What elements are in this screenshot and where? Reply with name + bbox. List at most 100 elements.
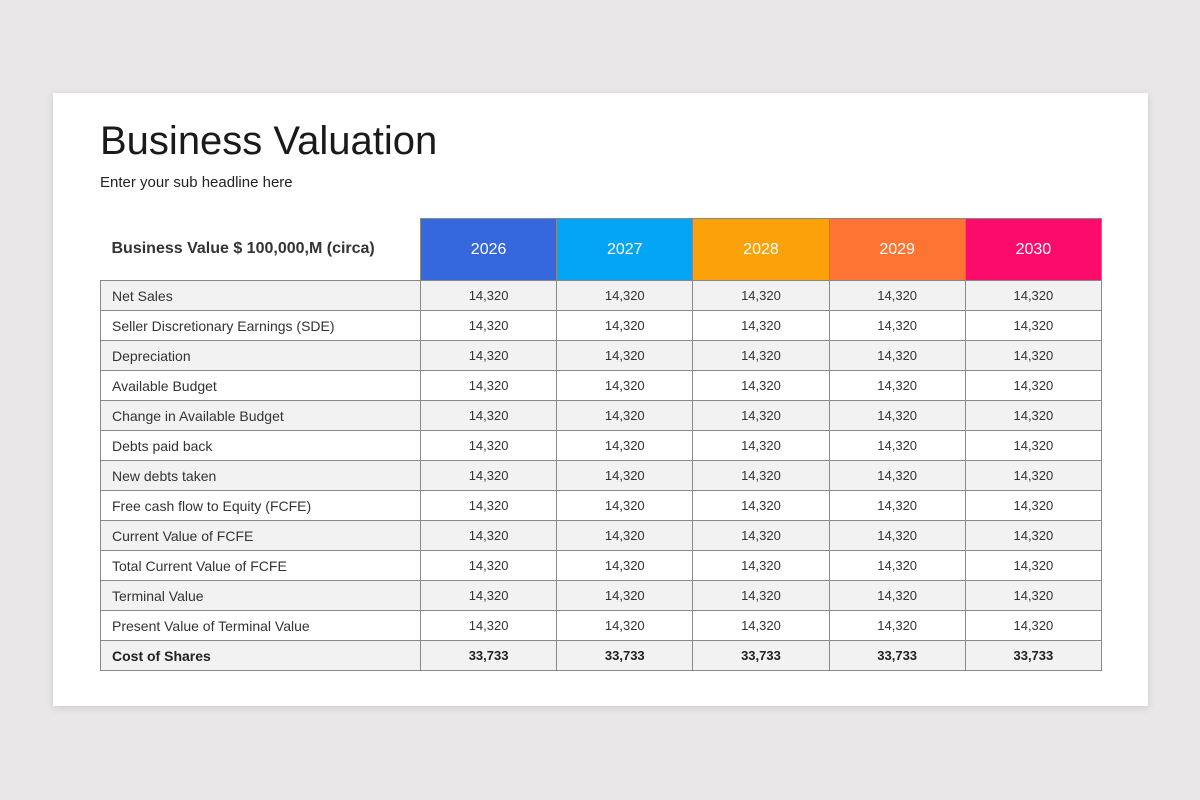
cell-value: 14,320: [964, 430, 1103, 461]
cell-value: 14,320: [419, 340, 558, 371]
cell-value: 14,320: [692, 310, 830, 341]
cell-value: 14,320: [692, 400, 830, 431]
cell-value: 14,320: [692, 550, 830, 581]
year-header-2029: 2029: [828, 218, 966, 281]
cell-value: 14,320: [556, 430, 694, 461]
table-row: Debts paid back 14,320 14,320 14,320 14,320 1…: [100, 430, 1103, 461]
year-header-2030: 2030: [964, 218, 1103, 281]
table-row: Total Current Value of FCFE 14,320 14,320 1…: [100, 550, 1103, 581]
cell-value: 14,320: [556, 400, 694, 431]
cell-value: 14,320: [692, 460, 830, 491]
row-label: Terminal Value: [100, 580, 421, 611]
cell-value: 14,320: [964, 520, 1103, 551]
cell-value: 33,733: [692, 640, 830, 671]
cell-value: 14,320: [419, 520, 558, 551]
valuation-table: Business Value $ 100,000,M (circa) 2026 2…: [100, 218, 1103, 671]
cell-value: 14,320: [419, 550, 558, 581]
cell-value: 14,320: [828, 580, 966, 611]
cell-value: 14,320: [556, 310, 694, 341]
corner-label: Business Value $ 100,000,M (circa): [100, 218, 421, 281]
cell-value: 14,320: [556, 550, 694, 581]
table-row: Current Value of FCFE 14,320 14,320 14,320 1…: [100, 520, 1103, 551]
cell-value: 33,733: [828, 640, 966, 671]
cell-value: 14,320: [828, 520, 966, 551]
table-row: Cost of Shares 33,733 33,733 33,733 33,733 33…: [100, 640, 1103, 671]
cell-value: 14,320: [964, 310, 1103, 341]
table-row: Free cash flow to Equity (FCFE) 14,320 14,…: [100, 490, 1103, 521]
row-label: Current Value of FCFE: [100, 520, 421, 551]
cell-value: 14,320: [964, 400, 1103, 431]
cell-value: 14,320: [828, 550, 966, 581]
cell-value: 14,320: [419, 280, 558, 311]
cell-value: 33,733: [964, 640, 1103, 671]
cell-value: 14,320: [556, 580, 694, 611]
page-title: Business Valuation: [100, 119, 438, 163]
cell-value: 14,320: [556, 280, 694, 311]
cell-value: 14,320: [419, 370, 558, 401]
cell-value: 14,320: [964, 370, 1103, 401]
cell-value: 14,320: [419, 490, 558, 521]
cell-value: 14,320: [692, 340, 830, 371]
cell-value: 14,320: [419, 460, 558, 491]
cell-value: 14,320: [692, 430, 830, 461]
year-header-2028: 2028: [692, 218, 830, 281]
cell-value: 14,320: [964, 280, 1103, 311]
cell-value: 14,320: [964, 460, 1103, 491]
cell-value: 33,733: [556, 640, 694, 671]
cell-value: 14,320: [828, 610, 966, 641]
header-row: Business Value $ 100,000,M (circa) 2026 2…: [100, 218, 1103, 281]
cell-value: 14,320: [692, 520, 830, 551]
year-header-2027: 2027: [556, 218, 694, 281]
row-label: Seller Discretionary Earnings (SDE): [100, 310, 421, 341]
cell-value: 14,320: [964, 340, 1103, 371]
cell-value: 33,733: [419, 640, 558, 671]
cell-value: 14,320: [964, 490, 1103, 521]
cell-value: 14,320: [419, 400, 558, 431]
cell-value: 14,320: [556, 520, 694, 551]
cell-value: 14,320: [828, 400, 966, 431]
subtitle: Enter your sub headline here: [100, 174, 293, 191]
cell-value: 14,320: [828, 370, 966, 401]
cell-value: 14,320: [828, 340, 966, 371]
row-label: Total Current Value of FCFE: [100, 550, 421, 581]
table-row: New debts taken 14,320 14,320 14,320 14,320 1…: [100, 460, 1103, 491]
cell-value: 14,320: [828, 280, 966, 311]
cell-value: 14,320: [692, 370, 830, 401]
cell-value: 14,320: [964, 580, 1103, 611]
cell-value: 14,320: [556, 460, 694, 491]
cell-value: 14,320: [419, 610, 558, 641]
cell-value: 14,320: [556, 610, 694, 641]
row-label: Present Value of Terminal Value: [100, 610, 421, 641]
cell-value: 14,320: [556, 370, 694, 401]
table-row: Present Value of Terminal Value 14,320 14,…: [100, 610, 1103, 641]
slide: Business Valuation Enter your sub headli…: [53, 93, 1148, 706]
row-label: Change in Available Budget: [100, 400, 421, 431]
year-header-2026: 2026: [419, 218, 558, 281]
table-row: Change in Available Budget 14,320 14,320 14…: [100, 400, 1103, 431]
cell-value: 14,320: [419, 310, 558, 341]
row-label: New debts taken: [100, 460, 421, 491]
cell-value: 14,320: [964, 610, 1103, 641]
row-label: Cost of Shares: [100, 640, 421, 671]
table-row: Depreciation 14,320 14,320 14,320 14,320 14,3…: [100, 340, 1103, 371]
cell-value: 14,320: [419, 580, 558, 611]
cell-value: 14,320: [692, 490, 830, 521]
cell-value: 14,320: [964, 550, 1103, 581]
cell-value: 14,320: [419, 430, 558, 461]
cell-value: 14,320: [828, 490, 966, 521]
cell-value: 14,320: [692, 580, 830, 611]
row-label: Net Sales: [100, 280, 421, 311]
cell-value: 14,320: [828, 430, 966, 461]
cell-value: 14,320: [556, 490, 694, 521]
cell-value: 14,320: [556, 340, 694, 371]
table-row: Available Budget 14,320 14,320 14,320 14,320…: [100, 370, 1103, 401]
row-label: Available Budget: [100, 370, 421, 401]
row-label: Free cash flow to Equity (FCFE): [100, 490, 421, 521]
row-label: Depreciation: [100, 340, 421, 371]
cell-value: 14,320: [828, 460, 966, 491]
cell-value: 14,320: [692, 610, 830, 641]
table-row: Terminal Value 14,320 14,320 14,320 14,320 14…: [100, 580, 1103, 611]
row-label: Debts paid back: [100, 430, 421, 461]
table-row: Seller Discretionary Earnings (SDE) 14,32…: [100, 310, 1103, 341]
cell-value: 14,320: [828, 310, 966, 341]
